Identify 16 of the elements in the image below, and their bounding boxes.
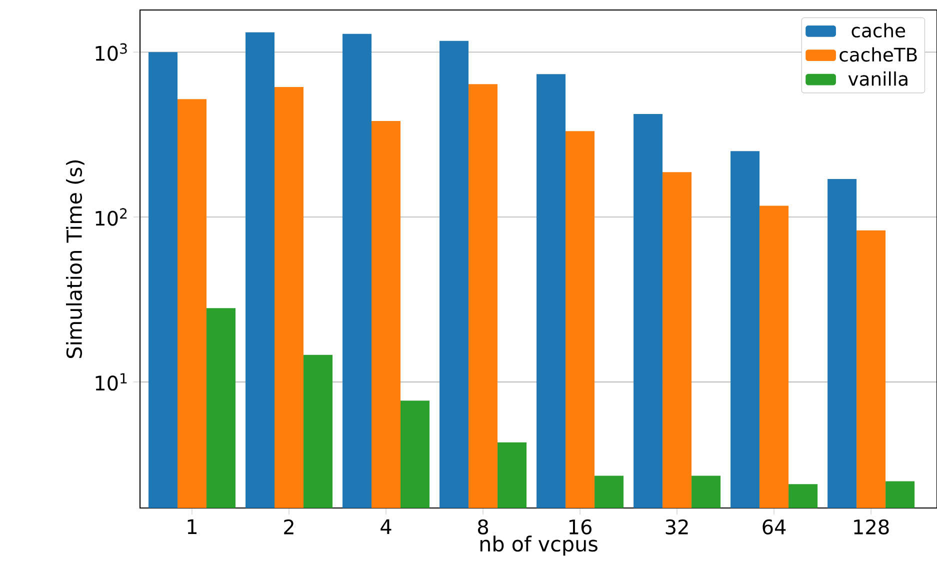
x-tick-label: 16 <box>569 519 592 534</box>
legend-label: vanilla <box>848 71 908 86</box>
x-tick-label: 8 <box>478 519 488 534</box>
x-tick-label: 2 <box>284 519 294 534</box>
y-tick-label: 10$^{1}$ <box>96 373 127 391</box>
x-tick-label: 4 <box>380 519 392 534</box>
x-tick-label: 64 <box>762 519 786 534</box>
legend-label: cacheTB <box>840 47 917 62</box>
legend-label: cache <box>852 23 906 38</box>
x-tick-label: 1 <box>188 519 197 534</box>
x-axis-title: nb of vcpus <box>480 536 598 556</box>
y-tick-label: 10$^{3}$ <box>96 43 127 61</box>
x-tick-label: 32 <box>666 519 688 534</box>
y-tick-label: 10$^{2}$ <box>96 208 127 226</box>
y-axis-title: Simulation Time (s) <box>66 160 84 358</box>
x-tick-label: 128 <box>854 519 889 534</box>
